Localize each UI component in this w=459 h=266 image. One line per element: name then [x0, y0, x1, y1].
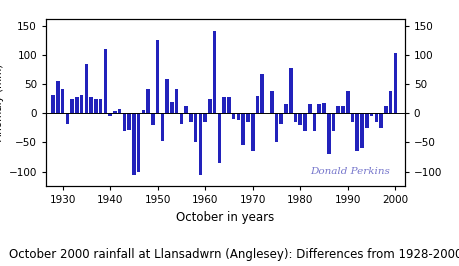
Bar [137, 113, 140, 172]
Bar [336, 106, 339, 113]
Bar [198, 113, 202, 174]
Bar [341, 106, 344, 113]
Bar [141, 110, 145, 113]
Bar [203, 113, 207, 122]
Bar [321, 103, 325, 113]
Text: October 2000 rainfall at Llansadwrn (Anglesey): Differences from 1928-2000 mean.: October 2000 rainfall at Llansadwrn (Ang… [9, 248, 459, 261]
Bar [288, 68, 292, 113]
Bar [127, 113, 131, 130]
Bar [99, 99, 102, 113]
Bar [331, 113, 335, 131]
Bar [298, 113, 302, 125]
Bar [179, 113, 183, 124]
Bar [274, 113, 278, 142]
Bar [84, 64, 88, 113]
Bar [364, 113, 368, 128]
Bar [355, 113, 358, 151]
Bar [269, 91, 273, 113]
Bar [222, 97, 225, 113]
Bar [51, 94, 55, 113]
Bar [241, 113, 245, 145]
Bar [146, 89, 150, 113]
Bar [383, 106, 387, 113]
Bar [227, 97, 230, 113]
Bar [94, 99, 97, 113]
Bar [279, 113, 282, 124]
Bar [312, 113, 316, 131]
Bar [388, 91, 392, 113]
Bar [369, 113, 373, 116]
Bar [208, 99, 211, 113]
Bar [66, 113, 69, 124]
Bar [345, 91, 349, 113]
Bar [308, 105, 311, 113]
Bar [359, 113, 363, 148]
Bar [326, 113, 330, 154]
Bar [317, 105, 320, 113]
Bar [80, 94, 83, 113]
Bar [118, 109, 121, 113]
Bar [255, 96, 259, 113]
Text: Donald Perkins: Donald Perkins [310, 167, 390, 176]
Bar [103, 49, 107, 113]
Bar [302, 113, 306, 131]
Bar [165, 79, 168, 113]
Bar [236, 113, 240, 120]
Bar [160, 113, 164, 141]
Bar [151, 113, 154, 125]
X-axis label: October in years: October in years [176, 211, 274, 224]
Bar [156, 40, 159, 113]
Bar [350, 113, 353, 122]
Bar [89, 97, 93, 113]
Bar [75, 97, 78, 113]
Y-axis label: Anomaly (mm): Anomaly (mm) [0, 64, 5, 141]
Bar [70, 99, 74, 113]
Bar [174, 89, 178, 113]
Bar [217, 113, 221, 163]
Bar [170, 102, 174, 113]
Bar [293, 113, 297, 122]
Bar [184, 106, 188, 113]
Bar [284, 105, 287, 113]
Bar [56, 81, 60, 113]
Bar [374, 113, 377, 122]
Bar [213, 31, 216, 113]
Bar [260, 73, 263, 113]
Bar [108, 113, 112, 116]
Bar [392, 53, 396, 113]
Bar [378, 113, 382, 128]
Bar [123, 113, 126, 131]
Bar [231, 113, 235, 119]
Bar [189, 113, 192, 122]
Bar [194, 113, 197, 142]
Bar [113, 111, 117, 113]
Bar [246, 113, 249, 122]
Bar [132, 113, 135, 174]
Bar [251, 113, 254, 151]
Bar [61, 89, 64, 113]
